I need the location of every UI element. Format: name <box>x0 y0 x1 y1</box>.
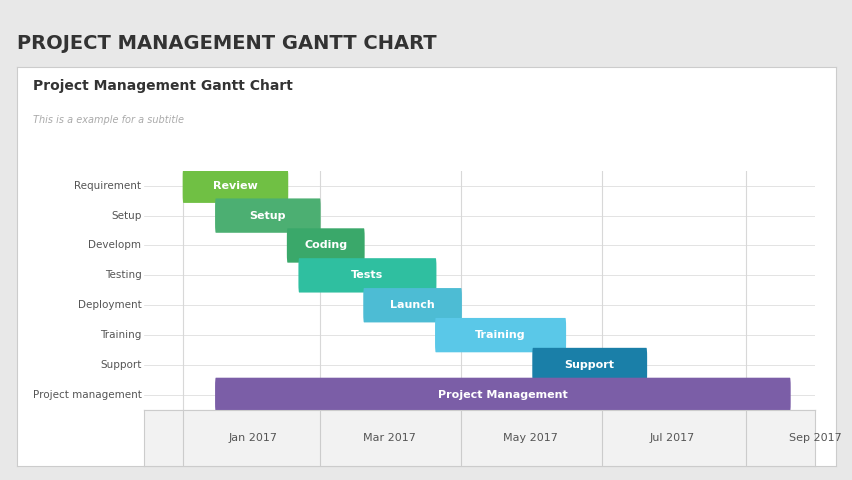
FancyBboxPatch shape <box>363 288 461 323</box>
Text: May 2017: May 2017 <box>503 432 557 443</box>
Text: Requirement: Requirement <box>74 181 141 191</box>
FancyBboxPatch shape <box>532 348 647 382</box>
Text: Setup: Setup <box>111 211 141 221</box>
Text: Testing: Testing <box>105 270 141 280</box>
Text: Jul 2017: Jul 2017 <box>648 432 694 443</box>
FancyBboxPatch shape <box>435 318 566 352</box>
Text: Sep 2017: Sep 2017 <box>788 432 841 443</box>
Text: Launch: Launch <box>389 300 435 310</box>
Text: Coding: Coding <box>304 240 347 251</box>
Text: Project Management: Project Management <box>437 390 567 400</box>
Text: This is a example for a subtitle: This is a example for a subtitle <box>33 115 184 125</box>
Text: Support: Support <box>564 360 614 370</box>
Text: Setup: Setup <box>250 211 285 221</box>
FancyBboxPatch shape <box>215 378 790 412</box>
Text: Training: Training <box>475 330 526 340</box>
Text: PROJECT MANAGEMENT GANTT CHART: PROJECT MANAGEMENT GANTT CHART <box>17 34 436 53</box>
FancyBboxPatch shape <box>286 228 364 263</box>
Text: Review: Review <box>213 181 257 191</box>
Text: Deployment: Deployment <box>78 300 141 310</box>
Text: Tests: Tests <box>351 270 383 280</box>
Text: Training: Training <box>100 330 141 340</box>
Text: Mar 2017: Mar 2017 <box>363 432 416 443</box>
FancyBboxPatch shape <box>182 168 288 203</box>
Text: Project management: Project management <box>32 390 141 400</box>
Text: Support: Support <box>100 360 141 370</box>
Text: Project Management Gantt Chart: Project Management Gantt Chart <box>33 79 293 93</box>
Text: Jan 2017: Jan 2017 <box>228 432 277 443</box>
FancyBboxPatch shape <box>298 258 436 292</box>
FancyBboxPatch shape <box>215 198 320 233</box>
Text: Developm: Developm <box>89 240 141 251</box>
